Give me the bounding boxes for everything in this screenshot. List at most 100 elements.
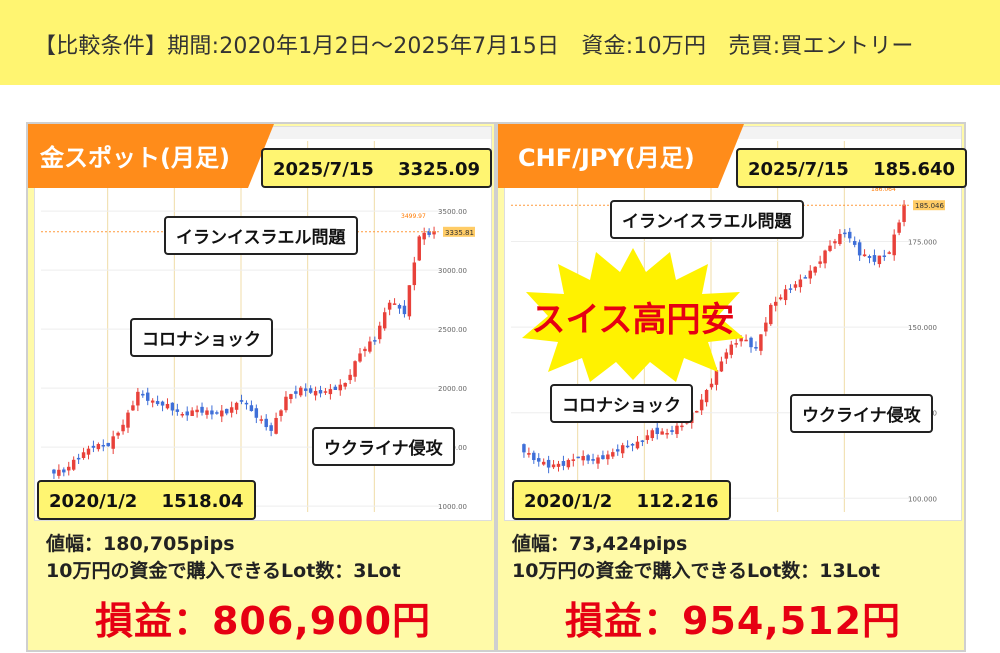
candle-body [363, 348, 367, 352]
candle-body [116, 432, 120, 436]
candle-body [852, 241, 857, 245]
candle-body [902, 204, 906, 222]
candle-body [269, 425, 273, 431]
candle-body [432, 231, 436, 235]
candle-body [234, 402, 239, 410]
candle-body [744, 339, 748, 342]
candle-body [532, 452, 536, 461]
candle-body [338, 384, 342, 391]
candle-body [788, 288, 793, 290]
comparison-conditions-banner: 【比較条件】期間:2020年1月2日〜2025年7月15日 資金:10万円 売買… [0, 0, 1000, 85]
gold-range-pips: 値幅：180,705pips [46, 533, 235, 555]
candle-body [660, 431, 664, 435]
burst-shape [522, 248, 744, 382]
candle-body [299, 387, 303, 396]
candle-body [294, 391, 298, 394]
chfjpy-theme-burst: スイス高円安 [518, 244, 748, 384]
candle-body [111, 436, 115, 449]
candle-body [96, 444, 101, 450]
candle-body [537, 458, 541, 462]
candle-body [640, 440, 645, 442]
candle-body [239, 400, 244, 402]
candle-body [190, 410, 194, 416]
candle-body [165, 403, 170, 409]
candle-body [793, 284, 798, 288]
candle-body [71, 459, 76, 470]
candle-body [417, 236, 421, 261]
candle-body [279, 410, 283, 416]
candle-body [719, 361, 724, 372]
candle-body [704, 390, 709, 403]
candle-body [76, 457, 81, 460]
candle-body [561, 461, 566, 466]
candle-body [323, 391, 328, 393]
candle-body [131, 405, 135, 411]
candle-body [843, 232, 847, 235]
candle-body [655, 427, 659, 434]
candle-body [358, 353, 362, 362]
candle-body [106, 442, 110, 447]
candle-body [823, 250, 827, 264]
candle-body [724, 352, 729, 359]
candle-body [611, 452, 615, 457]
candle-body [274, 417, 278, 434]
candle-body [91, 445, 96, 448]
candle-body [146, 392, 150, 401]
chfjpy-lot-count: 10万円の資金で購入できるLot数：13Lot [512, 560, 880, 582]
chfjpy-ukraine-callout: ウクライナ侵攻 [790, 394, 933, 433]
comparison-conditions-text: 【比較条件】期間:2020年1月2日〜2025年7月15日 資金:10万円 売買… [34, 34, 914, 59]
candle-body [709, 383, 714, 388]
candle-body [313, 390, 318, 396]
gold-panel: 1000.001500.002000.002500.003000.003500.… [26, 122, 496, 652]
candle-body [601, 455, 605, 460]
candle-body [185, 411, 189, 416]
candle-body [412, 262, 417, 286]
candle-body [769, 304, 773, 325]
y-tick-label: 3500.00 [438, 208, 467, 216]
candle-body [180, 413, 185, 416]
candle-body [699, 399, 704, 411]
candle-body [289, 394, 293, 400]
candle-body [392, 303, 397, 305]
chfjpy-panel: 100.000125.000150.000175.000185.046186.0… [496, 122, 968, 652]
chfjpy-theme-text: スイス高円安 [531, 300, 735, 340]
candle-body [616, 449, 620, 452]
candle-body [303, 388, 308, 391]
chfjpy-iran-callout: イランイスラエル問題 [610, 200, 804, 239]
candle-body [522, 444, 526, 453]
chfjpy-covid-callout: コロナショック [550, 384, 693, 423]
candle-body [318, 390, 323, 394]
candle-body [551, 464, 556, 468]
candle-body [373, 340, 377, 342]
candle-body [244, 402, 249, 405]
candle-body [778, 297, 783, 300]
candle-body [427, 231, 431, 235]
high-price-label: 186.064 [871, 186, 896, 193]
candle-body [897, 222, 901, 233]
candle-body [818, 261, 822, 264]
candle-body [200, 406, 204, 413]
candle-body [867, 256, 872, 258]
candle-body [368, 341, 372, 352]
candle-body [150, 400, 155, 403]
candle-body [353, 361, 357, 377]
candle-body [224, 408, 229, 414]
candle-body [86, 448, 91, 455]
candle-body [714, 370, 719, 385]
chfjpy-range-pips: 値幅：73,424pips [512, 533, 688, 555]
candle-body [576, 456, 580, 459]
candle-body [210, 410, 214, 415]
chfjpy-chart-title: CHF/JPY(月足) [518, 144, 695, 172]
candle-body [422, 232, 426, 240]
candle-body [645, 435, 650, 440]
candle-body [808, 270, 812, 279]
candle-body [141, 393, 145, 396]
candle-body [625, 445, 630, 448]
candle-body [892, 234, 896, 256]
candle-body [877, 255, 882, 265]
candle-body [783, 289, 788, 301]
candle-body [759, 334, 763, 351]
candle-body [650, 430, 655, 439]
gold-end-price-callout: 2025/7/15 3325.09 [261, 148, 493, 188]
candle-body [343, 382, 347, 387]
